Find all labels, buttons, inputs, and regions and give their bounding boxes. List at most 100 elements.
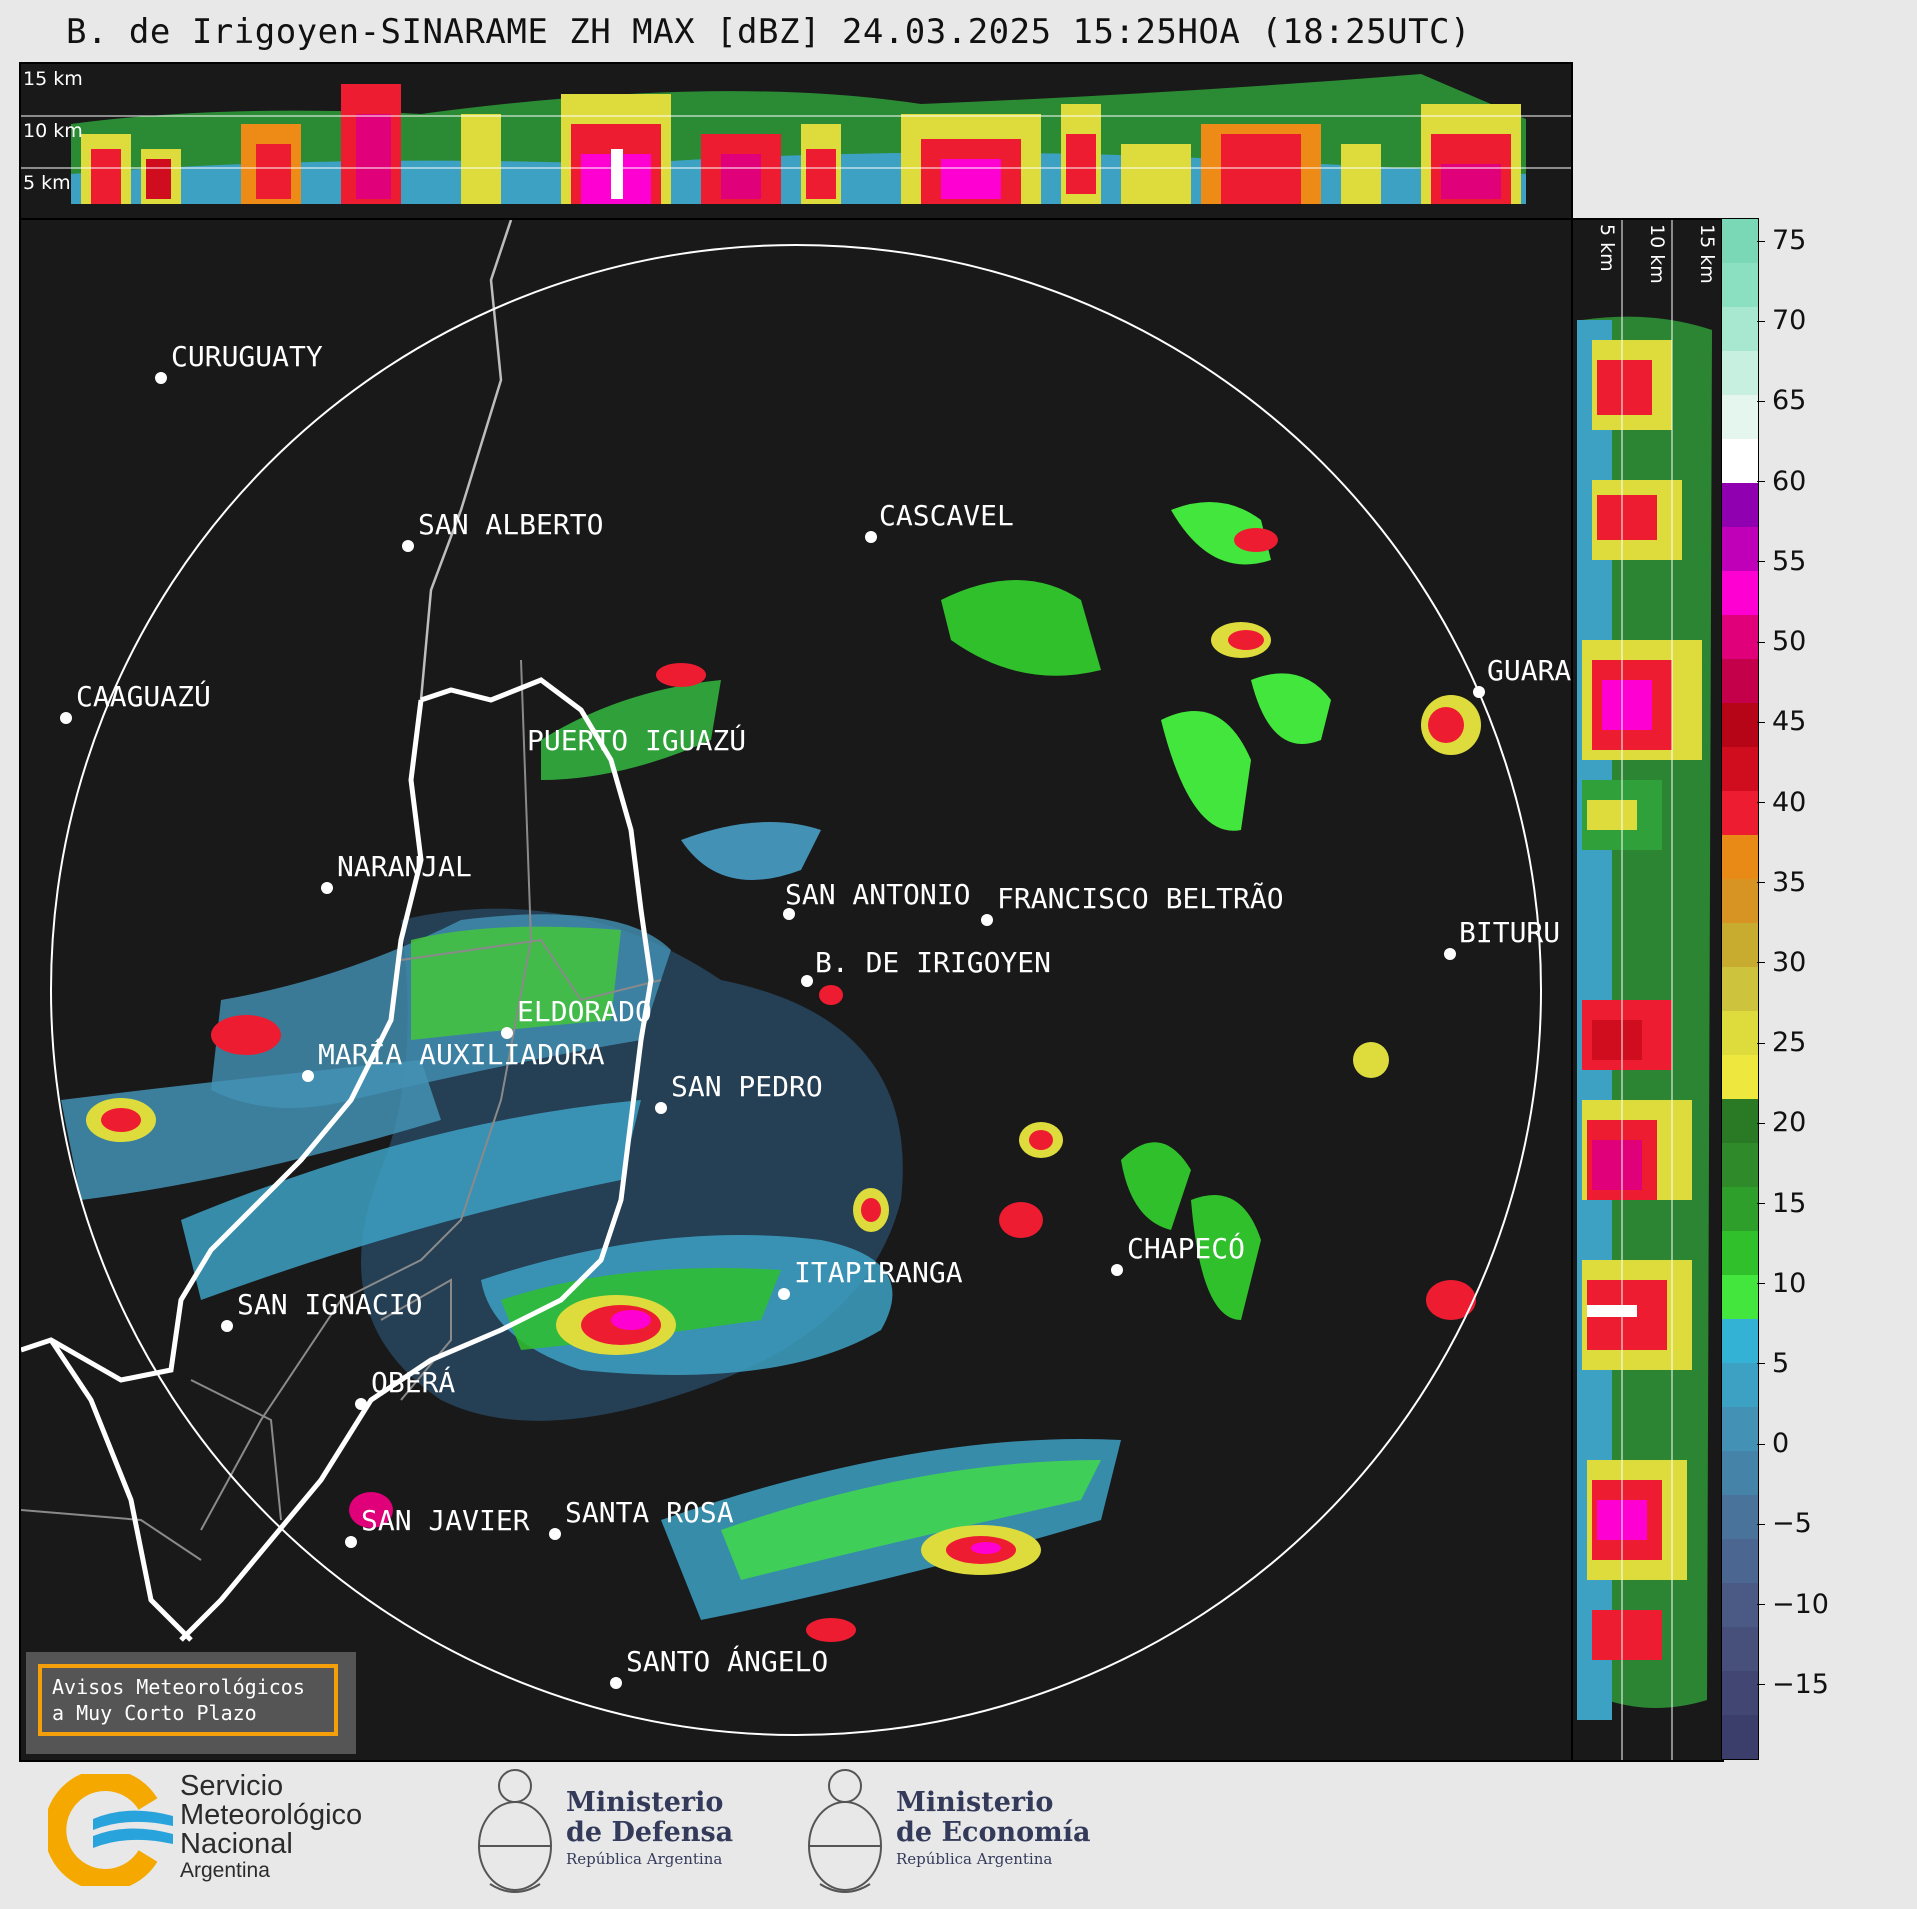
colorbar-tick-label: 70 [1756,305,1806,336]
radar-map: CURUGUATY SAN ALBERTO CASCAVEL CAAGUAZÚ … [19,218,1573,1762]
smn-logo-icon [48,1774,173,1886]
city-label: SAN ALBERTO [418,508,603,541]
city-markers [60,372,1485,1689]
right-echo-band [1577,316,1712,1720]
city-dot [221,1320,233,1332]
city-dot [302,1070,314,1082]
colorbar-tick-label: 20 [1756,1107,1806,1138]
city-dot [778,1288,790,1300]
city-dot [321,882,333,894]
colorbar-tick-label: 35 [1756,867,1806,898]
city-dot [355,1398,367,1410]
city-dot [549,1528,561,1540]
city-dot [155,372,167,384]
top-height-label: 5 km [23,172,71,194]
smn-logo-text: Servicio Meteorológico Nacional Argentin… [180,1772,362,1883]
colorbar-tick-label: 25 [1756,1027,1806,1058]
city-dot [801,975,813,987]
city-label: SAN IGNACIO [237,1288,422,1321]
radar-map-svg: CURUGUATY SAN ALBERTO CASCAVEL CAAGUAZÚ … [21,220,1571,1736]
warning-line: a Muy Corto Plazo [52,1701,257,1725]
colorbar-tick-label: 50 [1756,626,1806,657]
city-label: SANTA ROSA [565,1496,734,1529]
economia-line: República Argentina [896,1850,1053,1868]
top-height-label: 10 km [23,120,83,142]
paraguay-brazil-border [419,220,513,701]
colorbar-tick-label: −10 [1757,1589,1829,1620]
city-dot [501,1027,513,1039]
city-label: SANTO ÁNGELO [626,1644,828,1678]
city-label: PUERTO IGUAZÚ [527,723,746,757]
city-label: CURUGUATY [171,340,323,373]
range-ring [50,244,1542,1736]
city-label: SAN PEDRO [671,1070,823,1103]
economia-logo-text: Ministerio de Economía República Argenti… [896,1788,1090,1870]
page-title: B. de Irigoyen-SINARAME ZH MAX [dBZ] 24.… [66,12,1471,52]
city-dot [345,1536,357,1548]
colorbar-tick-label: 5 [1756,1348,1789,1379]
city-label: SAN JAVIER [361,1504,530,1537]
colorbar-tick-label: 10 [1756,1268,1806,1299]
smn-line: Meteorológico [180,1799,363,1831]
city-label: NARANJAL [337,850,472,883]
city-label: OBERÁ [371,1365,455,1399]
city-dot [1444,948,1456,960]
top-cross-section-plot [21,74,1571,204]
right-cross-section-panel: 5 km 10 km 15 km [1570,218,1724,1762]
city-dot [655,1102,667,1114]
smn-line: Argentina [180,1859,270,1882]
warning-label: Avisos Meteorológicos a Muy Corto Plazo [38,1664,338,1736]
city-dot [1473,686,1485,698]
top-height-label: 15 km [23,68,83,90]
city-label: CHAPECÓ [1127,1231,1245,1265]
city-dot [1111,1264,1123,1276]
city-label: CAAGUAZÚ [76,679,211,713]
country-border [21,677,654,1642]
smn-line: Nacional [180,1828,293,1860]
defensa-line: de Defensa [566,1817,734,1848]
right-height-label: 10 km [1646,224,1668,284]
province-boundaries [21,659,662,1561]
city-dot [60,712,72,724]
city-label: BITURU [1459,916,1560,949]
economia-line: Ministerio [896,1787,1054,1818]
argentina-coat-of-arms-icon [478,1769,552,1893]
city-label: MARÍA AUXILIADORA [318,1037,605,1071]
warning-line: Avisos Meteorológicos [52,1675,305,1699]
city-dot [981,914,993,926]
colorbar-tick-label: −5 [1757,1508,1812,1539]
colorbar-tick-label: 55 [1756,546,1806,577]
city-labels: CURUGUATY SAN ALBERTO CASCAVEL CAAGUAZÚ … [76,340,1571,1678]
city-label: ELDORADO [517,995,652,1028]
right-height-label: 5 km [1596,224,1618,272]
city-label: SAN ANTONIO [785,878,970,911]
colorbar-tick-label: −15 [1757,1669,1829,1700]
city-label: FRANCISCO BELTRÃO [997,882,1284,915]
city-label: CASCAVEL [879,499,1014,532]
right-height-label: 15 km [1696,224,1718,284]
colorbar-tick-label: 65 [1756,385,1806,416]
city-dot [865,531,877,543]
colorbar-tick-label: 30 [1756,947,1806,978]
top-echo-band [71,74,1526,204]
defensa-line: Ministerio [566,1787,724,1818]
colorbar-tick-label: 60 [1756,466,1806,497]
colorbar-tick-label: 75 [1756,225,1806,256]
city-dot [610,1677,622,1689]
colorbar-tick-label: 45 [1756,706,1806,737]
dbz-colorbar [1721,218,1759,1760]
city-label: B. DE IRIGOYEN [815,946,1051,979]
colorbar-tick-label: 15 [1756,1188,1806,1219]
economia-line: de Economía [896,1817,1091,1848]
smn-line: Servicio [180,1770,284,1802]
radar-echoes [61,502,1481,1642]
colorbar-tick-label: 40 [1756,787,1806,818]
footer-logos: Servicio Meteorológico Nacional Argentin… [0,1760,1917,1909]
city-dot [783,908,795,920]
city-dot [402,540,414,552]
city-label: ITAPIRANGA [794,1256,963,1289]
right-cross-section-plot [1577,220,1712,1760]
defensa-logo-text: Ministerio de Defensa República Argentin… [566,1788,733,1870]
argentina-coat-of-arms-icon [808,1769,882,1893]
defensa-line: República Argentina [566,1850,723,1868]
